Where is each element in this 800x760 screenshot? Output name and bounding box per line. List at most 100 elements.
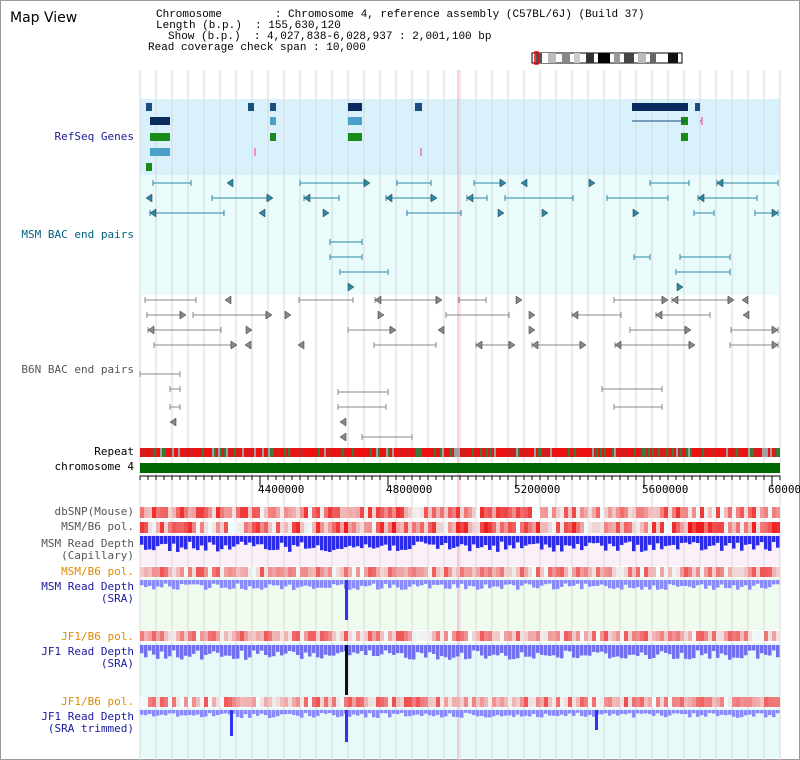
label-jf1-b6-pol[interactable]: JF1/B6 pol. xyxy=(61,630,134,643)
depth-bar xyxy=(140,645,144,654)
gene-marker xyxy=(420,148,422,156)
gene-block xyxy=(150,148,170,156)
label-refseq[interactable]: RefSeq Genes xyxy=(54,130,134,143)
gene-block xyxy=(150,133,170,141)
label-chromosome[interactable]: chromosome 4 xyxy=(54,460,134,473)
pol-cell xyxy=(280,567,284,577)
repeat-cell xyxy=(484,448,486,457)
pol-cell xyxy=(352,567,356,577)
depth-bar xyxy=(772,710,776,718)
depth-bar xyxy=(300,536,304,543)
label-jf1-b6-pol-2[interactable]: JF1/B6 pol. xyxy=(61,695,134,708)
pol-cell xyxy=(756,631,760,641)
depth-bar xyxy=(464,710,468,713)
label-msm-b6-pol[interactable]: MSM/B6 pol. xyxy=(61,520,134,533)
pol-cell xyxy=(684,507,688,518)
pol-cell xyxy=(628,631,632,641)
pol-cell xyxy=(600,507,604,518)
repeat-cell xyxy=(728,448,730,457)
repeat-cell xyxy=(460,448,462,457)
axis-tick-label: 4400000 xyxy=(258,483,305,496)
pol-cell xyxy=(344,631,348,641)
pol-cell xyxy=(444,567,448,577)
pol-cell xyxy=(228,697,232,707)
repeat-cell xyxy=(736,448,738,457)
pol-cell xyxy=(416,507,420,518)
depth-bar xyxy=(752,536,756,550)
repeat-cell xyxy=(554,448,556,457)
depth-bar xyxy=(348,710,352,717)
b6n-bac-end xyxy=(579,340,587,350)
pol-cell xyxy=(220,697,224,707)
pol-cell xyxy=(392,522,396,533)
pol-cell xyxy=(740,522,744,533)
depth-bar xyxy=(152,645,156,655)
pol-cell xyxy=(736,522,740,533)
depth-bar xyxy=(516,536,520,543)
depth-bar xyxy=(544,536,548,545)
pol-cell xyxy=(364,697,368,707)
depth-bar xyxy=(316,536,320,546)
pol-cell xyxy=(232,631,236,641)
label-b6n-bac[interactable]: B6N BAC end pairs xyxy=(21,363,134,376)
depth-bar xyxy=(600,536,604,546)
label-repeat[interactable]: Repeat xyxy=(94,445,134,458)
pol-cell xyxy=(616,631,620,641)
depth-bar xyxy=(428,710,432,716)
label-msm-depth-sra[interactable]: MSM Read Depth (SRA) xyxy=(41,581,134,605)
label-jf1-depth-sra[interactable]: JF1 Read Depth (SRA) xyxy=(41,646,134,670)
pol-cell xyxy=(156,507,160,518)
pol-cell xyxy=(604,507,608,518)
pol-cell xyxy=(588,507,592,518)
pol-cell xyxy=(776,522,780,533)
depth-bar xyxy=(260,580,264,590)
pol-cell xyxy=(428,631,432,641)
depth-bar xyxy=(484,580,488,585)
label-msm-bac[interactable]: MSM BAC end pairs xyxy=(21,228,134,241)
depth-bar xyxy=(312,645,316,654)
depth-bar xyxy=(384,580,388,584)
label-jf1-depth-trim[interactable]: JF1 Read Depth (SRA trimmed) xyxy=(41,711,134,735)
chromosome-ideogram[interactable] xyxy=(528,51,686,65)
repeat-cell xyxy=(732,448,734,457)
repeat-cell xyxy=(224,448,226,457)
depth-bar xyxy=(276,645,280,652)
pol-cell xyxy=(304,631,308,641)
repeat-cell xyxy=(710,448,712,457)
depth-bar xyxy=(488,645,492,656)
repeat-cell xyxy=(250,448,252,457)
repeat-cell xyxy=(584,448,586,457)
depth-bar xyxy=(500,710,504,717)
pol-cell xyxy=(320,697,324,707)
pol-cell xyxy=(192,567,196,577)
repeat-cell xyxy=(660,448,662,457)
depth-bar xyxy=(456,710,460,718)
depth-bar xyxy=(732,580,736,586)
depth-bar xyxy=(356,645,360,654)
b6n-bac-end xyxy=(435,295,443,305)
pol-cell xyxy=(436,697,440,707)
depth-bar xyxy=(712,710,716,714)
repeat-cell xyxy=(402,448,404,457)
label-msm-depth-cap[interactable]: MSM Read Depth (Capillary) xyxy=(41,538,134,562)
pol-cell xyxy=(344,567,348,577)
depth-bar xyxy=(744,536,748,545)
depth-bar xyxy=(704,536,708,550)
depth-bar xyxy=(616,645,620,657)
depth-bar xyxy=(324,710,328,714)
pol-cell xyxy=(496,697,500,707)
depth-bar xyxy=(592,710,596,717)
repeat-cell xyxy=(748,448,750,457)
depth-bar xyxy=(536,710,540,718)
repeat-cell xyxy=(616,448,618,457)
pol-cell xyxy=(456,631,460,641)
pol-cell xyxy=(632,567,636,577)
pol-cell xyxy=(436,567,440,577)
b6n-bac-end xyxy=(614,340,622,350)
label-msm-b6-pol-2[interactable]: MSM/B6 pol. xyxy=(61,565,134,578)
pol-cell xyxy=(620,522,624,533)
depth-bar xyxy=(672,710,676,714)
depth-bar xyxy=(656,536,660,544)
pol-cell xyxy=(600,567,604,577)
label-dbsnp[interactable]: dbSNP(Mouse) xyxy=(54,505,134,518)
